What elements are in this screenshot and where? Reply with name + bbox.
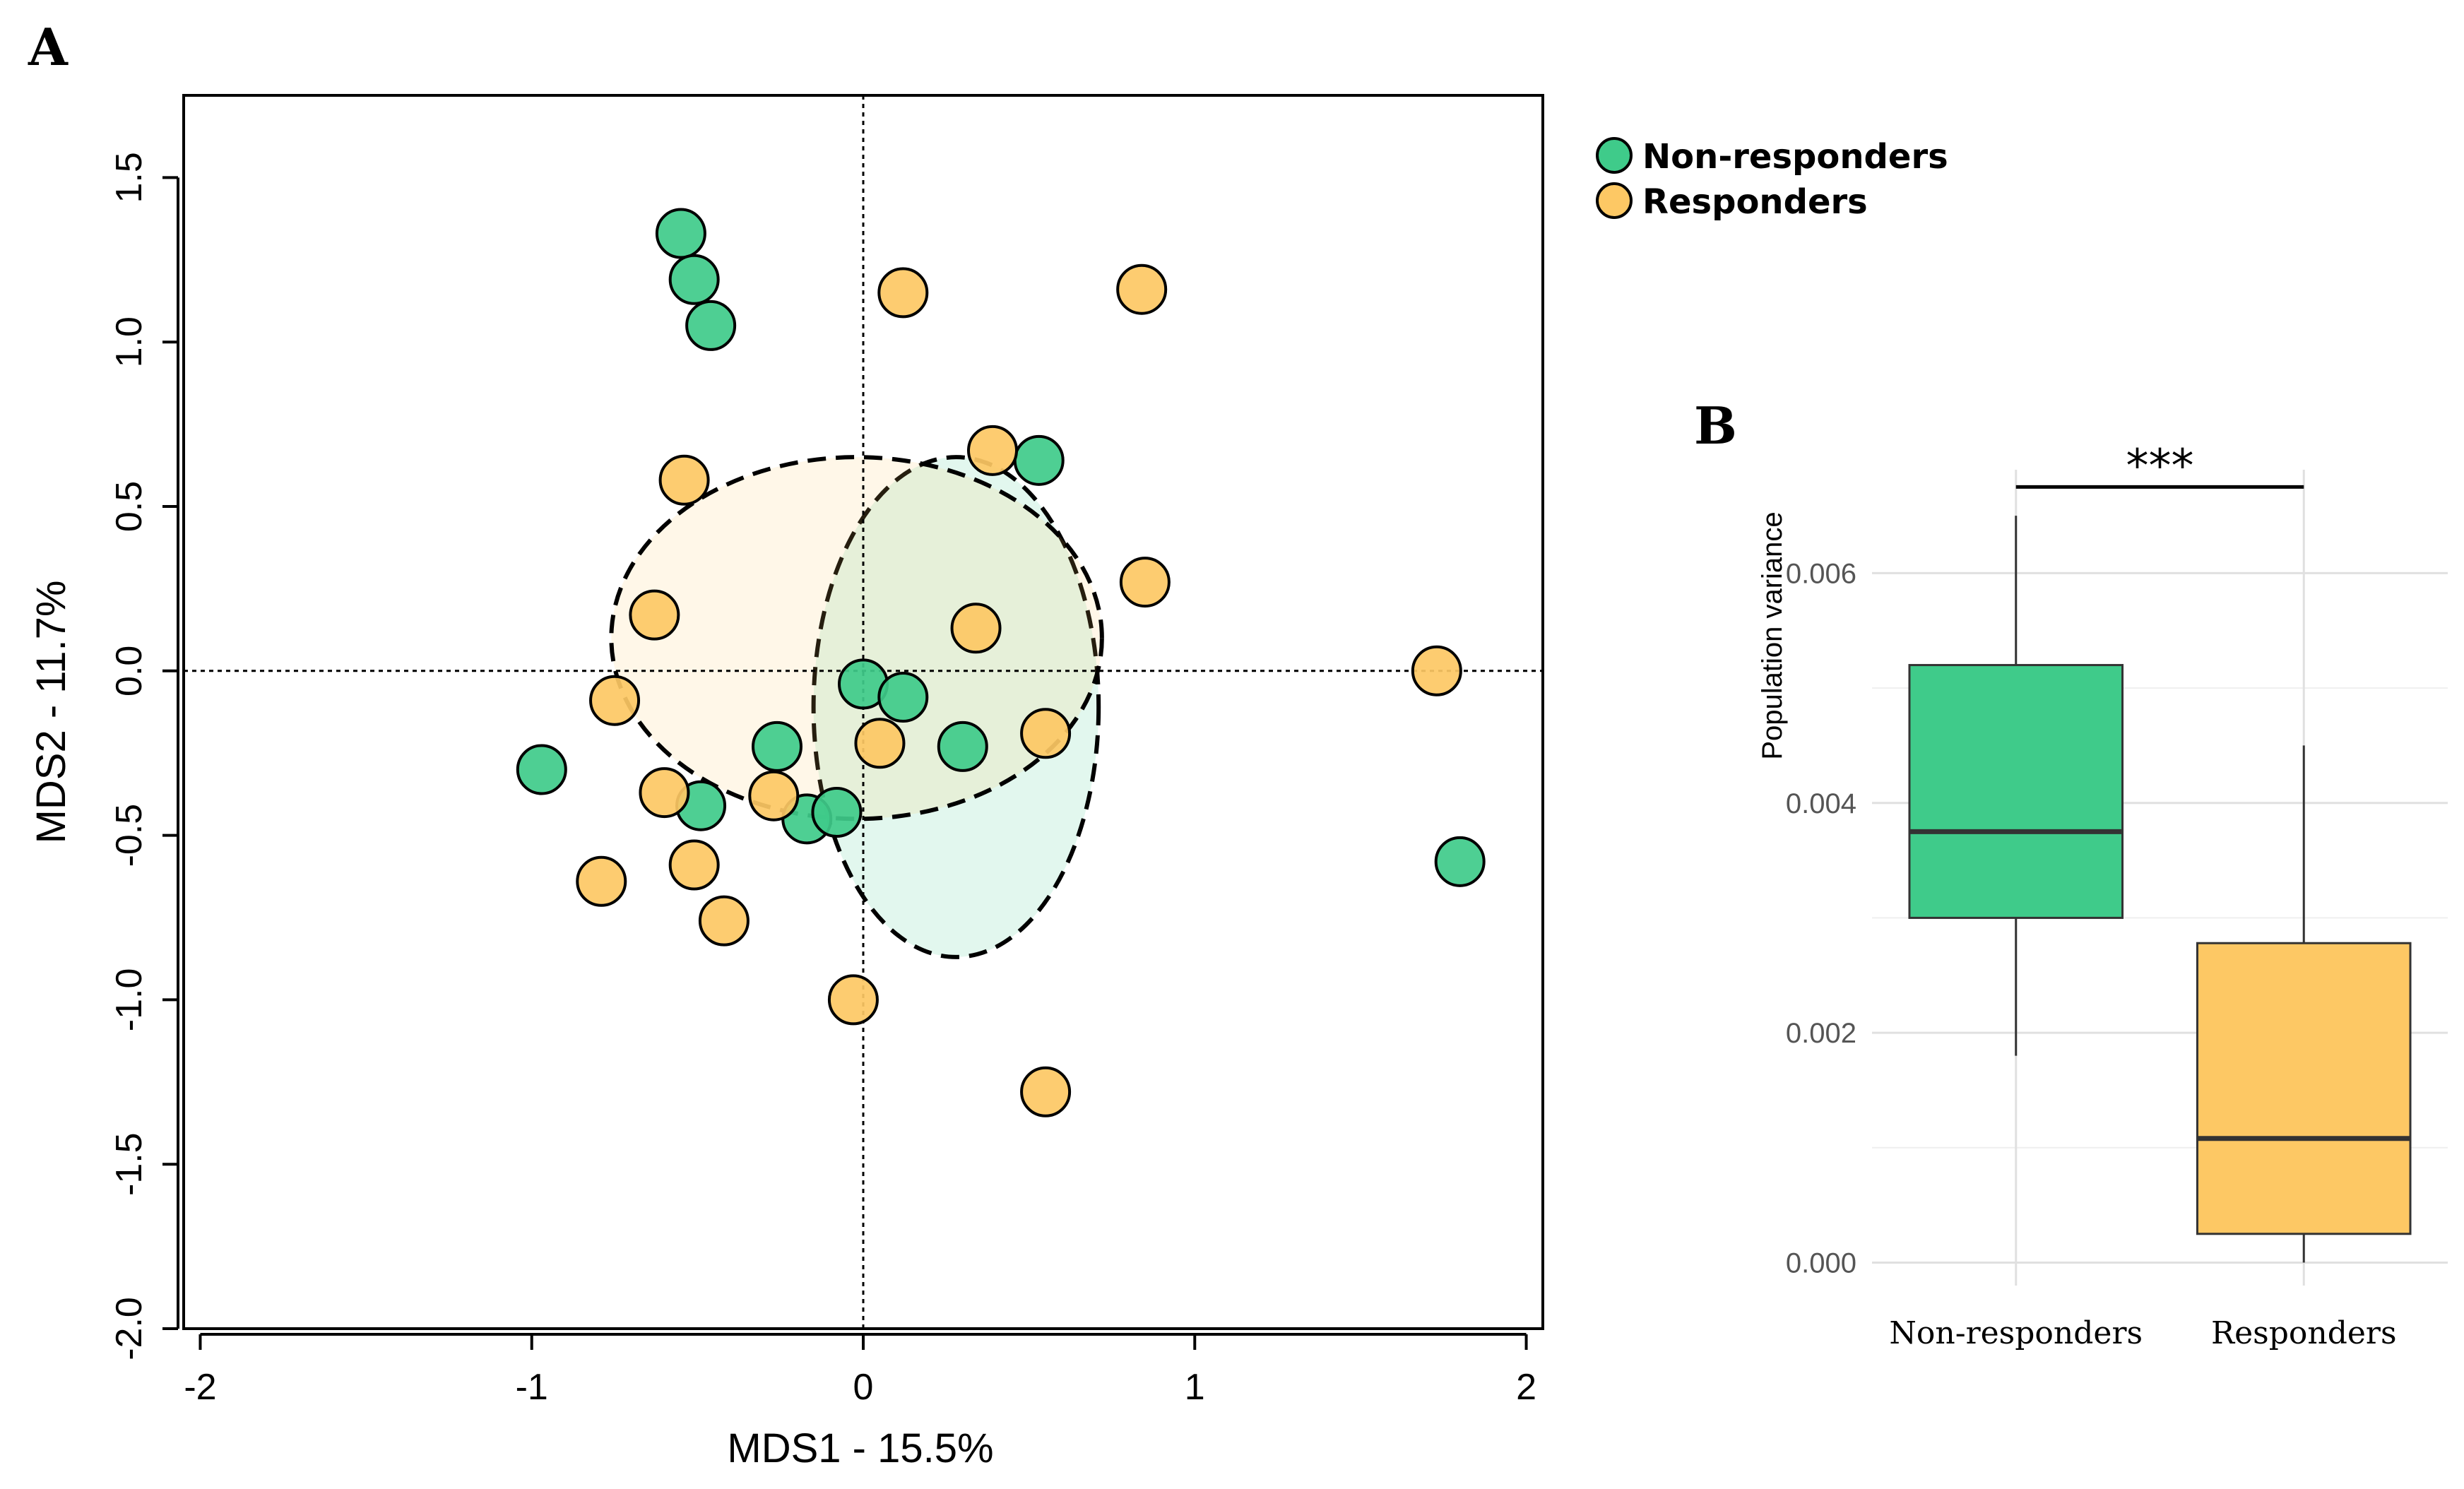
y-tick-label: -2.0	[109, 1297, 150, 1360]
panel-a-label: A	[28, 17, 69, 77]
point-non-responders	[811, 787, 863, 838]
y-axis-ticks: -2.0 -1.5 -1.0 -0.5 0.0 0.5 1.0 1.5	[109, 152, 179, 1360]
scatter-points	[516, 208, 1486, 1117]
significance-stars: ***	[2126, 440, 2194, 492]
legend-marker-non-responders	[1596, 137, 1633, 174]
ellipse-responders	[609, 455, 1104, 821]
y-axis-label: MDS2 - 11.7%	[28, 581, 74, 844]
point-responders	[1116, 263, 1168, 315]
point-responders	[658, 454, 710, 506]
x-category-label: Responders	[2211, 1315, 2397, 1351]
point-responders	[629, 589, 680, 641]
panel-a-mds-scatter: A -2 -1 0 1 2 -2.0 -1.5 -1.0 -0.5 0.0 0.5 1.0 1.5 M…	[28, 17, 1948, 1471]
point-non-responders	[1013, 434, 1065, 486]
box-non-responders	[1908, 664, 2124, 919]
point-non-responders	[668, 254, 720, 305]
point-responders	[698, 895, 750, 947]
point-responders	[589, 675, 641, 726]
point-non-responders	[937, 720, 988, 772]
point-responders	[827, 974, 879, 1026]
point-responders	[1020, 1066, 1072, 1117]
y-tick-label: 0.5	[109, 481, 150, 532]
box-responders	[2196, 942, 2412, 1235]
x-axis-ticks: -2 -1 0 1 2	[184, 1333, 1536, 1408]
point-responders	[576, 855, 627, 907]
y-tick-label: 1.5	[109, 152, 150, 203]
legend-label-non-responders: Non-responders	[1642, 137, 1948, 177]
panel-b-label: B	[1694, 396, 1737, 456]
point-responders	[967, 425, 1019, 476]
y-axis-label: Population variance	[1757, 511, 1788, 759]
point-non-responders	[751, 720, 802, 772]
x-tick-label: 1	[1185, 1367, 1205, 1408]
legend-marker-responders	[1596, 182, 1633, 219]
y-tick-label: -1.0	[109, 968, 150, 1032]
point-responders	[854, 718, 906, 769]
point-responders	[950, 603, 1002, 654]
point-non-responders	[655, 208, 706, 259]
point-responders	[1119, 557, 1171, 608]
point-non-responders	[685, 299, 737, 351]
y-tick-label: 1.0	[109, 316, 150, 367]
point-non-responders	[877, 672, 929, 723]
point-responders	[748, 770, 800, 821]
point-responders	[668, 839, 720, 891]
y-tick-label: -0.5	[109, 804, 150, 867]
y-tick-label: 0.004	[1786, 788, 1856, 819]
x-axis-categories: Non-responders Responders	[1889, 1315, 2396, 1351]
point-responders	[877, 267, 929, 319]
significance-bracket: ***	[2015, 440, 2304, 492]
y-tick-label: 0.006	[1786, 558, 1856, 589]
panel-b-boxplot: B 0.000 0.002 0.004 0.006 Non-responders Res…	[1694, 396, 2448, 1351]
point-responders	[639, 767, 690, 819]
x-category-label: Non-responders	[1889, 1315, 2143, 1351]
point-non-responders	[1434, 836, 1486, 887]
ellipse-non-responders	[811, 455, 1101, 959]
legend: Non-responders Responders	[1596, 137, 1948, 222]
y-tick-label: -1.5	[109, 1132, 150, 1196]
y-tick-label: 0.000	[1786, 1247, 1856, 1279]
point-responders	[1020, 708, 1072, 759]
x-tick-label: -1	[516, 1367, 548, 1408]
plot-frame	[182, 94, 1544, 1330]
point-responders	[1411, 645, 1462, 696]
x-tick-label: -2	[184, 1367, 216, 1408]
x-tick-label: 0	[853, 1367, 874, 1408]
x-axis-label: MDS1 - 15.5%	[727, 1425, 993, 1471]
y-axis-ticks: 0.000 0.002 0.004 0.006	[1786, 558, 1856, 1279]
y-tick-label: 0.002	[1786, 1018, 1856, 1049]
legend-label-responders: Responders	[1642, 182, 1868, 222]
y-tick-label: 0.0	[109, 646, 150, 696]
x-tick-label: 2	[1516, 1367, 1536, 1408]
point-non-responders	[516, 744, 567, 795]
box-elements	[1908, 516, 2412, 1263]
